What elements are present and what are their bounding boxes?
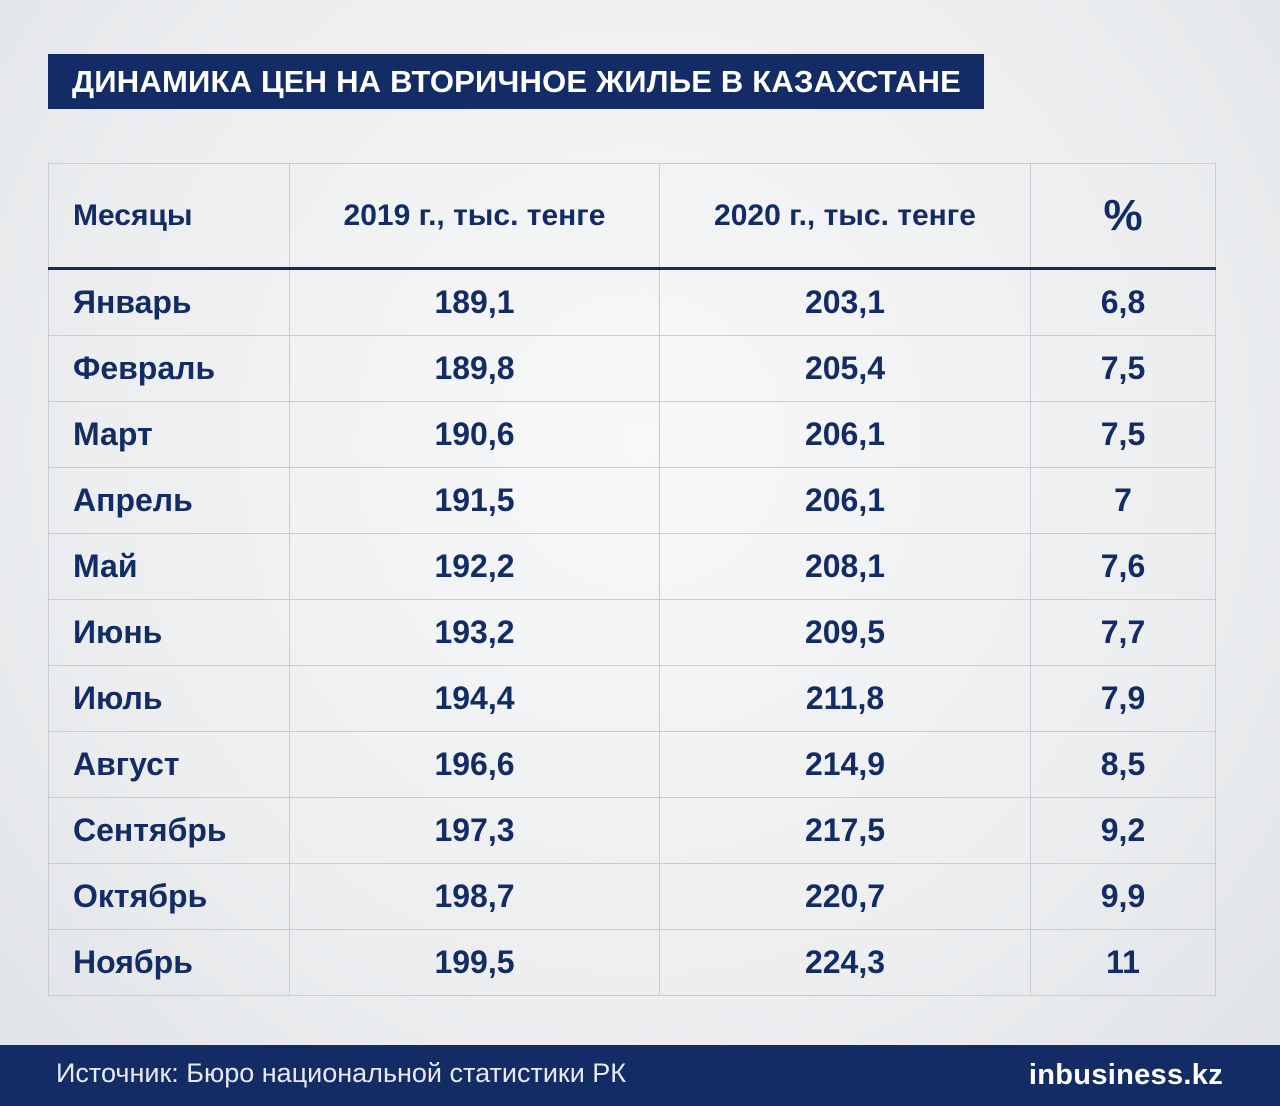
header-cell-2019: 2019 г., тыс. тенге <box>289 163 660 270</box>
value-2019-cell: 191,5 <box>289 467 660 534</box>
percent-cell: 7,6 <box>1030 533 1216 600</box>
value-2020-cell: 214,9 <box>659 731 1031 798</box>
value-2020-cell: 224,3 <box>659 929 1031 996</box>
month-cell: Апрель <box>48 467 290 534</box>
table-row: Июнь 193,2 209,5 7,7 <box>48 599 1216 666</box>
month-cell: Сентябрь <box>48 797 290 864</box>
percent-cell: 8,5 <box>1030 731 1216 798</box>
table-body: Январь 189,1 203,1 6,8 Февраль 189,8 205,4 7,5 М… <box>48 268 1216 996</box>
value-2019-cell: 192,2 <box>289 533 660 600</box>
value-2019-cell: 196,6 <box>289 731 660 798</box>
header-cell-2020: 2020 г., тыс. тенге <box>659 163 1031 270</box>
table-row: Январь 189,1 203,1 6,8 <box>48 268 1216 336</box>
header-cell-months: Месяцы <box>48 163 290 270</box>
value-2019-cell: 193,2 <box>289 599 660 666</box>
value-2019-cell: 198,7 <box>289 863 660 930</box>
value-2020-cell: 205,4 <box>659 335 1031 402</box>
table-row: Август 196,6 214,9 8,5 <box>48 731 1216 798</box>
table-row: Ноябрь 199,5 224,3 11 <box>48 929 1216 996</box>
value-2020-cell: 217,5 <box>659 797 1031 864</box>
percent-cell: 9,9 <box>1030 863 1216 930</box>
table-row: Июль 194,4 211,8 7,9 <box>48 665 1216 732</box>
value-2020-cell: 203,1 <box>659 268 1031 336</box>
value-2020-cell: 206,1 <box>659 401 1031 468</box>
table-row: Май 192,2 208,1 7,6 <box>48 533 1216 600</box>
table-row: Февраль 189,8 205,4 7,5 <box>48 335 1216 402</box>
price-table-container: Месяцы 2019 г., тыс. тенге 2020 г., тыс.… <box>48 163 1216 996</box>
value-2020-cell: 220,7 <box>659 863 1031 930</box>
source-note: Источник: Бюро национальной статистики Р… <box>56 1058 627 1088</box>
percent-cell: 7,7 <box>1030 599 1216 666</box>
price-table: Месяцы 2019 г., тыс. тенге 2020 г., тыс.… <box>48 163 1216 996</box>
value-2019-cell: 190,6 <box>289 401 660 468</box>
percent-cell: 7 <box>1030 467 1216 534</box>
month-cell: Июль <box>48 665 290 732</box>
brand-logo: inbusiness.kz <box>1029 1059 1223 1092</box>
header-row: Месяцы 2019 г., тыс. тенге 2020 г., тыс.… <box>48 163 1216 270</box>
month-cell: Август <box>48 731 290 798</box>
value-2020-cell: 208,1 <box>659 533 1031 600</box>
table-row: Сентябрь 197,3 217,5 9,2 <box>48 797 1216 864</box>
table-header: Месяцы 2019 г., тыс. тенге 2020 г., тыс.… <box>48 163 1216 270</box>
table-row: Октябрь 198,7 220,7 9,9 <box>48 863 1216 930</box>
logo-main: business.kz <box>1055 1059 1223 1091</box>
footer-bar: Источник: Бюро национальной статистики Р… <box>0 1045 1280 1106</box>
value-2019-cell: 197,3 <box>289 797 660 864</box>
table-row: Апрель 191,5 206,1 7 <box>48 467 1216 534</box>
percent-cell: 7,9 <box>1030 665 1216 732</box>
percent-cell: 11 <box>1030 929 1216 996</box>
value-2019-cell: 199,5 <box>289 929 660 996</box>
month-cell: Ноябрь <box>48 929 290 996</box>
value-2019-cell: 194,4 <box>289 665 660 732</box>
value-2020-cell: 209,5 <box>659 599 1031 666</box>
month-cell: Май <box>48 533 290 600</box>
percent-cell: 7,5 <box>1030 335 1216 402</box>
value-2019-cell: 189,1 <box>289 268 660 336</box>
value-2020-cell: 211,8 <box>659 665 1031 732</box>
percent-cell: 6,8 <box>1030 268 1216 336</box>
month-cell: Октябрь <box>48 863 290 930</box>
logo-prefix: in <box>1028 1059 1056 1091</box>
page-title: ДИНАМИКА ЦЕН НА ВТОРИЧНОЕ ЖИЛЬЕ В КАЗАХС… <box>48 54 984 109</box>
month-cell: Июнь <box>48 599 290 666</box>
table-row: Март 190,6 206,1 7,5 <box>48 401 1216 468</box>
header-cell-percent: % <box>1030 163 1216 270</box>
value-2019-cell: 189,8 <box>289 335 660 402</box>
month-cell: Февраль <box>48 335 290 402</box>
percent-cell: 7,5 <box>1030 401 1216 468</box>
percent-cell: 9,2 <box>1030 797 1216 864</box>
value-2020-cell: 206,1 <box>659 467 1031 534</box>
month-cell: Март <box>48 401 290 468</box>
month-cell: Январь <box>48 268 290 336</box>
